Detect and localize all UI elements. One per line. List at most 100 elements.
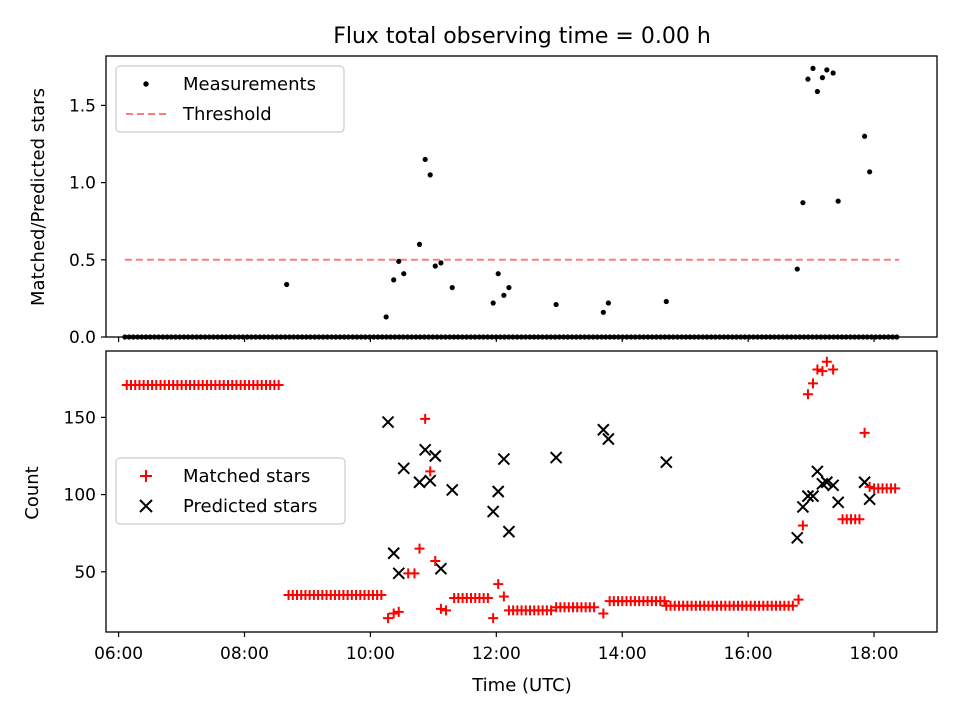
predicted-star-point bbox=[791, 531, 804, 545]
predicted-star-point bbox=[801, 489, 815, 503]
matched-star-point bbox=[812, 364, 823, 375]
count-x-tick-label: 10:00 bbox=[346, 644, 395, 664]
measurement-point bbox=[814, 88, 820, 95]
measurement-point bbox=[401, 271, 407, 277]
predicted-star-point bbox=[831, 496, 845, 509]
matched-star-point bbox=[546, 605, 557, 616]
matched-star-point bbox=[598, 608, 609, 619]
measurement-point bbox=[805, 76, 811, 82]
matched-star-point bbox=[440, 605, 451, 616]
measurement-point bbox=[383, 314, 389, 320]
predicted-star-point bbox=[863, 493, 876, 506]
measurement-point bbox=[432, 263, 438, 269]
matched-star-point bbox=[828, 364, 839, 375]
predicted-star-point bbox=[796, 500, 810, 514]
predicted-star-point bbox=[424, 474, 437, 487]
matched-star-point bbox=[498, 591, 509, 602]
matched-star-point bbox=[435, 603, 446, 614]
matched-star-point bbox=[589, 602, 600, 613]
predicted-legend-marker bbox=[139, 499, 153, 513]
ratio-y-axis-label: Matched/Predicted stars bbox=[28, 88, 49, 306]
measurement-point bbox=[449, 284, 455, 291]
figure-title: Flux total observing time = 0.00 h bbox=[333, 24, 711, 49]
matched-legend-label: Matched stars bbox=[183, 466, 310, 487]
matched-star-point bbox=[793, 594, 804, 605]
predicted-star-point bbox=[446, 483, 459, 497]
predicted-star-point bbox=[597, 423, 610, 436]
measurement-point bbox=[600, 309, 606, 315]
matched-legend-marker bbox=[140, 470, 152, 482]
count-x-tick-label: 16:00 bbox=[724, 644, 773, 664]
matched-star-point bbox=[864, 481, 875, 492]
predicted-star-point bbox=[434, 562, 448, 575]
ratio-marks bbox=[122, 65, 900, 340]
ratio-panel: 0.0 0.5 1.0 1.5 Matched/Predicted stars Mea… bbox=[28, 55, 938, 348]
count-x-tick-label: 06:00 bbox=[94, 644, 143, 664]
matched-star-point bbox=[273, 379, 284, 390]
matched-star-point bbox=[854, 514, 865, 525]
measurement-point bbox=[819, 75, 826, 81]
measurement-point bbox=[800, 200, 806, 206]
matched-star-point bbox=[430, 555, 441, 566]
count-y-axis-label: Count bbox=[22, 466, 43, 519]
measurement-point bbox=[867, 169, 873, 175]
count-marks bbox=[121, 356, 901, 624]
matched-star-point bbox=[425, 466, 436, 477]
ratio-y-tick-label: 0.5 bbox=[69, 251, 96, 271]
measurement-point bbox=[506, 284, 512, 291]
matched-star-point bbox=[802, 389, 813, 400]
measurement-point bbox=[605, 300, 611, 306]
count-panel: 06:00 08:00 10:00 12:00 14:00 16:00 18:00 50 100… bbox=[22, 350, 938, 696]
matched-star-point bbox=[420, 413, 431, 424]
predicted-star-point bbox=[429, 449, 442, 463]
x-axis-label: Time (UTC) bbox=[471, 675, 572, 696]
count-x-tick-label: 08:00 bbox=[220, 644, 269, 664]
predicted-star-point bbox=[502, 525, 516, 538]
measurement-point bbox=[427, 172, 433, 178]
matched-star-point bbox=[859, 427, 870, 438]
matched-star-point bbox=[807, 378, 818, 389]
matched-star-point bbox=[797, 520, 808, 531]
ratio-panel-frame bbox=[105, 55, 938, 338]
ratio-y-tick-label: 1.5 bbox=[69, 96, 96, 116]
count-panel-frame bbox=[105, 350, 938, 633]
matched-star-point bbox=[383, 613, 394, 624]
measurement-point bbox=[490, 300, 496, 306]
measurements-legend-label: Measurements bbox=[183, 74, 316, 95]
measurement-point bbox=[422, 156, 428, 163]
measurement-point bbox=[416, 241, 423, 247]
ratio-y-tick-label: 0.0 bbox=[69, 328, 96, 348]
matched-star-point bbox=[393, 606, 404, 617]
predicted-star-point bbox=[381, 415, 395, 429]
matched-star-point bbox=[817, 366, 828, 377]
count-axes: 06:00 08:00 10:00 12:00 14:00 16:00 18:00 50 100… bbox=[64, 408, 899, 664]
predicted-star-point bbox=[413, 476, 426, 489]
predicted-legend-label: Predicted stars bbox=[183, 496, 317, 517]
count-y-tick-label: 150 bbox=[64, 408, 96, 428]
matched-star-point bbox=[659, 596, 670, 607]
ratio-axes: 0.0 0.5 1.0 1.5 bbox=[69, 96, 875, 348]
predicted-star-point bbox=[811, 465, 824, 478]
threshold-legend-label: Threshold bbox=[182, 104, 272, 125]
count-y-tick-label: 50 bbox=[74, 563, 96, 583]
matched-star-point bbox=[414, 543, 425, 554]
count-x-tick-label: 14:00 bbox=[598, 644, 647, 664]
predicted-star-point bbox=[820, 476, 834, 489]
measurement-point bbox=[862, 133, 868, 139]
matched-star-point bbox=[493, 579, 504, 590]
ratio-legend: Measurements Threshold bbox=[115, 65, 345, 133]
measurement-point bbox=[830, 70, 836, 76]
predicted-star-point bbox=[602, 432, 615, 446]
predicted-star-point bbox=[660, 455, 673, 469]
matched-star-point bbox=[482, 593, 493, 604]
predicted-star-point bbox=[549, 451, 563, 464]
measurement-point bbox=[501, 292, 507, 298]
predicted-star-point bbox=[486, 505, 500, 518]
measurement-point bbox=[553, 301, 559, 308]
matched-star-point bbox=[488, 613, 499, 624]
predicted-star-point bbox=[497, 452, 511, 466]
count-y-tick-label: 100 bbox=[64, 486, 96, 506]
count-x-tick-label: 18:00 bbox=[850, 644, 899, 664]
measurement-point bbox=[284, 281, 290, 288]
